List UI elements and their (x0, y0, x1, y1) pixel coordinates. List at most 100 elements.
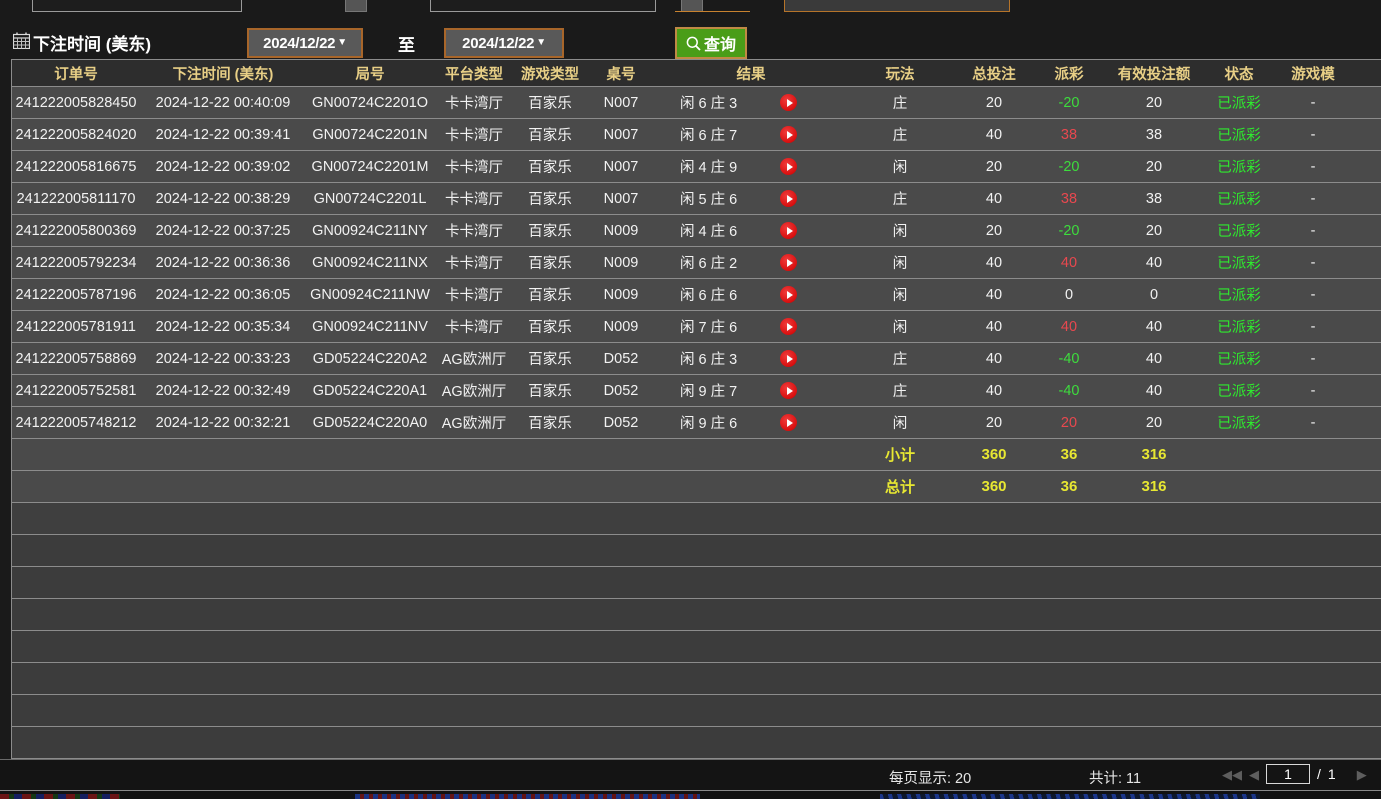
cell-result: 闲 4 庄 6 (656, 215, 846, 246)
table-row[interactable]: 241222005816675 2024-12-22 00:39:02 GN0072… (12, 151, 1381, 183)
table-row[interactable]: 241222005781911 2024-12-22 00:35:34 GN0092… (12, 311, 1381, 343)
left-arrow-icon[interactable]: ◀ (1249, 766, 1259, 782)
cell-table-no: N009 (603, 286, 639, 303)
cell-game-mode: - (1310, 414, 1316, 431)
play-icon[interactable] (780, 414, 797, 431)
cell-table-no: N007 (603, 158, 639, 175)
cell-platform: 卡卡湾厅 (445, 128, 503, 144)
summary-spacer (12, 439, 140, 470)
cell-game-type: 百家乐 (528, 256, 572, 272)
chevron-down-icon: ▼ (337, 37, 347, 48)
result-text: 闲 7 庄 6 (680, 320, 738, 336)
cell-status: 已派彩 (1217, 160, 1261, 176)
col-header-platform[interactable]: 平台类型 (445, 66, 503, 83)
query-button[interactable]: 查询 (675, 27, 747, 59)
col-header-table-no[interactable]: 桌号 (606, 66, 636, 83)
table-row[interactable]: 241222005748212 2024-12-22 00:32:21 GD0522… (12, 407, 1381, 439)
summary-spacer (12, 471, 140, 502)
play-icon[interactable] (780, 94, 797, 111)
cell-order: 241222005792234 (15, 254, 137, 271)
table-empty-area (12, 503, 1381, 759)
col-header-game-mode[interactable]: 游戏模 (1291, 66, 1335, 83)
col-header-game[interactable]: 游戏类型 (521, 66, 579, 83)
cell-valid-bet: 40 (1145, 350, 1163, 367)
cell-bet-time: 2024-12-22 00:39:41 (155, 126, 291, 143)
cell-payout: -40 (1058, 382, 1080, 399)
col-header-order[interactable]: 订单号 (54, 66, 98, 83)
play-icon[interactable] (780, 190, 797, 207)
table-row[interactable]: 241222005752581 2024-12-22 00:32:49 GD0522… (12, 375, 1381, 407)
cell-status: 已派彩 (1217, 416, 1261, 432)
cell-total-bet: 40 (985, 126, 1003, 143)
table-row[interactable]: 241222005800369 2024-12-22 00:37:25 GN0092… (12, 215, 1381, 247)
background-window-strip (0, 790, 1381, 799)
col-header-status[interactable]: 状态 (1224, 66, 1254, 83)
summary-label: 总计 (884, 479, 915, 496)
cell-method: 闲 (892, 256, 908, 272)
summary-payout: 36 (1060, 446, 1078, 463)
search-icon (686, 36, 701, 51)
table-row[interactable]: 241222005828450 2024-12-22 00:40:09 GN0072… (12, 87, 1381, 119)
cell-game-mode: - (1310, 286, 1316, 303)
summary-spacer (306, 471, 434, 502)
summary-spacer (1204, 471, 1274, 502)
play-icon[interactable] (780, 222, 797, 239)
col-header-payout[interactable]: 派彩 (1054, 66, 1084, 83)
cell-table-no: D052 (603, 414, 639, 431)
col-header-bet-time[interactable]: 下注时间 (美东) (172, 66, 274, 83)
col-header-round[interactable]: 局号 (355, 66, 385, 83)
cell-total-bet: 20 (985, 94, 1003, 111)
cell-result: 闲 6 庄 7 (656, 119, 846, 150)
cell-payout: -20 (1058, 94, 1080, 111)
cell-table-no: N007 (603, 190, 639, 207)
page-number-input[interactable] (1266, 764, 1310, 784)
table-row[interactable]: 241222005811170 2024-12-22 00:38:29 GN0072… (12, 183, 1381, 215)
result-text: 闲 6 庄 6 (680, 288, 738, 304)
play-icon[interactable] (780, 126, 797, 143)
cell-status: 已派彩 (1217, 352, 1261, 368)
per-page-label: 每页显示: 20 (889, 771, 972, 787)
col-header-total-bet[interactable]: 总投注 (972, 66, 1016, 83)
cell-bet-time: 2024-12-22 00:38:29 (155, 190, 291, 207)
cell-order: 241222005824020 (15, 126, 137, 143)
table-row[interactable]: 241222005824020 2024-12-22 00:39:41 GN0072… (12, 119, 1381, 151)
cell-payout: 40 (1060, 318, 1078, 335)
play-icon[interactable] (780, 286, 797, 303)
col-header-valid-bet[interactable]: 有效投注额 (1117, 66, 1191, 83)
table-row[interactable]: 241222005758869 2024-12-22 00:33:23 GD0522… (12, 343, 1381, 375)
date-to-picker[interactable]: 2024/12/22 ▼ (444, 28, 564, 58)
cell-platform: AG欧洲厅 (441, 384, 507, 400)
cell-order: 241222005816675 (15, 158, 137, 175)
cell-order: 241222005758869 (15, 350, 137, 367)
result-text: 闲 9 庄 7 (680, 384, 738, 400)
cell-bet-time: 2024-12-22 00:33:23 (155, 350, 291, 367)
play-icon[interactable] (780, 254, 797, 271)
play-icon[interactable] (780, 318, 797, 335)
top-cutoff-input-1[interactable] (32, 0, 242, 12)
play-icon[interactable] (780, 382, 797, 399)
double-left-arrow-icon[interactable]: ◀◀ (1222, 766, 1242, 782)
cell-bet-time: 2024-12-22 00:32:49 (155, 382, 291, 399)
strip-segment-middle (355, 794, 700, 799)
col-header-result[interactable]: 结果 (736, 66, 766, 83)
cell-result: 闲 6 庄 2 (656, 247, 846, 278)
table-row[interactable]: 241222005787196 2024-12-22 00:36:05 GN0092… (12, 279, 1381, 311)
cell-valid-bet: 40 (1145, 382, 1163, 399)
cell-bet-time: 2024-12-22 00:36:05 (155, 286, 291, 303)
cell-status: 已派彩 (1217, 256, 1261, 272)
col-header-method[interactable]: 玩法 (885, 66, 915, 83)
cell-platform: 卡卡湾厅 (445, 288, 503, 304)
top-cutoff-button-1[interactable] (345, 0, 367, 12)
date-from-picker[interactable]: 2024/12/22 ▼ (247, 28, 363, 58)
play-icon[interactable] (780, 350, 797, 367)
cell-bet-time: 2024-12-22 00:40:09 (155, 94, 291, 111)
right-arrow-icon[interactable]: ▶ (1356, 766, 1367, 782)
cell-game-mode: - (1310, 350, 1316, 367)
cell-round: GD05224C220A2 (312, 350, 428, 367)
top-cutoff-dropdown[interactable] (784, 0, 1010, 12)
top-cutoff-input-2[interactable] (430, 0, 656, 12)
play-icon[interactable] (780, 158, 797, 175)
cell-valid-bet: 38 (1145, 190, 1163, 207)
table-row[interactable]: 241222005792234 2024-12-22 00:36:36 GN0092… (12, 247, 1381, 279)
strip-segment-right (880, 794, 1260, 799)
